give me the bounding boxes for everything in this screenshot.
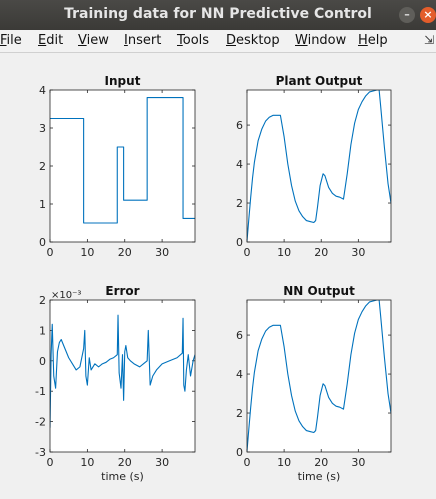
x-tick-label: 0 <box>47 246 54 259</box>
y-tick-label: 2 <box>39 294 46 307</box>
figure-canvas: Input 0 10 20 30 0 1 2 3 4 Plant Output 0 10 20 30 0 2 4 6… <box>0 53 436 495</box>
y-exponent-label: ×10⁻³ <box>51 290 81 301</box>
axes-title: Error <box>105 284 139 298</box>
x-tick-label: 0 <box>47 456 54 469</box>
axes-3: Error 0 10 20 30 -3 -2 -1 0 1 2 ×10⁻³ time (s) <box>35 284 196 483</box>
y-tick-label: 0 <box>39 355 46 368</box>
y-tick-label: 1 <box>39 324 46 337</box>
x-tick-label: 0 <box>244 456 251 469</box>
series-line <box>247 300 391 452</box>
x-tick-label: 20 <box>314 456 328 469</box>
axes-frame <box>246 299 392 453</box>
axes-frame <box>49 89 196 243</box>
menu-view[interactable]: View <box>78 33 109 48</box>
minimize-button[interactable]: – <box>399 7 415 23</box>
y-tick-label: 0 <box>39 236 46 249</box>
x-tick-label: 20 <box>118 456 132 469</box>
x-tick-label: 30 <box>351 456 365 469</box>
y-tick-label: 6 <box>236 329 243 342</box>
menu-insert[interactable]: Insert <box>124 33 162 48</box>
y-tick-label: 3 <box>39 122 46 135</box>
x-tick-label: 20 <box>314 246 328 259</box>
x-tick-label: 10 <box>277 246 291 259</box>
y-tick-label: 2 <box>39 160 46 173</box>
x-tick-label: 10 <box>80 456 94 469</box>
y-tick-label: -2 <box>35 416 46 429</box>
menu-file[interactable]: File <box>0 33 22 48</box>
axes-frame <box>49 299 196 453</box>
series-line <box>50 314 195 428</box>
x-axis-label: time (s) <box>101 470 144 483</box>
plot-area <box>247 300 391 452</box>
y-tick-label: 2 <box>236 407 243 420</box>
axes-title: Plant Output <box>276 74 363 88</box>
series-line <box>50 97 195 224</box>
menu-window[interactable]: Window <box>295 33 347 48</box>
menu-bar: File Edit View Insert Tools Desktop Wind… <box>0 30 436 53</box>
plot-area <box>50 90 195 242</box>
axes-4: NN Output 0 10 20 30 0 2 4 6 time (s) <box>236 284 392 483</box>
x-axis-label: time (s) <box>298 470 341 483</box>
menu-tools[interactable]: Tools <box>177 33 210 48</box>
x-tick-label: 10 <box>80 246 94 259</box>
x-tick-label: 30 <box>351 246 365 259</box>
menu-help[interactable]: Help <box>358 33 388 48</box>
y-tick-label: 4 <box>236 158 243 171</box>
y-tick-label: 0 <box>236 236 243 249</box>
series-line <box>247 90 391 242</box>
x-tick-label: 20 <box>118 246 132 259</box>
close-button[interactable]: × <box>420 7 436 23</box>
y-tick-label: 4 <box>39 84 46 97</box>
window-title: Training data for NN Predictive Control <box>64 6 372 22</box>
axes-1: Input 0 10 20 30 0 1 2 3 4 <box>39 74 196 259</box>
y-tick-label: 2 <box>236 197 243 210</box>
x-tick-label: 0 <box>244 246 251 259</box>
y-tick-label: 4 <box>236 368 243 381</box>
plot-area <box>247 90 391 242</box>
menu-edit[interactable]: Edit <box>38 33 64 48</box>
y-tick-label: -3 <box>35 446 46 459</box>
menu-desktop[interactable]: Desktop <box>226 33 280 48</box>
axes-frame <box>246 89 392 243</box>
axes-title: NN Output <box>283 284 355 298</box>
y-tick-label: 6 <box>236 119 243 132</box>
x-tick-label: 30 <box>155 246 169 259</box>
axes-title: Input <box>105 74 141 88</box>
dock-icon[interactable]: ⇲ <box>424 33 435 47</box>
window-titlebar: Training data for NN Predictive Control … <box>0 0 436 30</box>
x-tick-label: 10 <box>277 456 291 469</box>
y-tick-label: 1 <box>39 198 46 211</box>
y-tick-label: 0 <box>236 446 243 459</box>
x-tick-label: 30 <box>155 456 169 469</box>
axes-2: Plant Output 0 10 20 30 0 2 4 6 <box>236 74 392 259</box>
y-tick-label: -1 <box>35 385 46 398</box>
